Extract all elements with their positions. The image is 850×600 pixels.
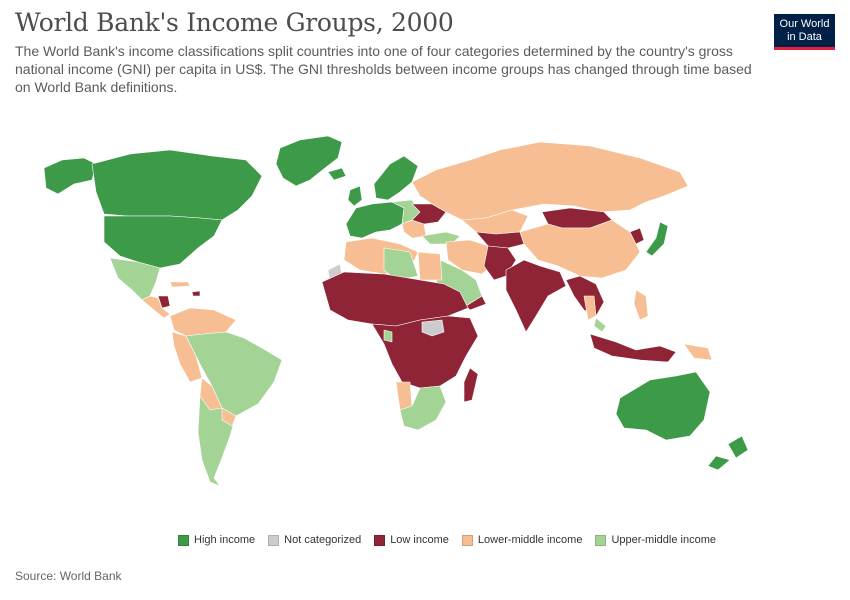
country-malaysia[interactable]: [593, 317, 607, 333]
country-new-zealand-south[interactable]: [707, 455, 731, 471]
country-sudan-gap[interactable]: [421, 319, 445, 337]
country-greenland[interactable]: [275, 135, 343, 187]
country-thailand[interactable]: [583, 295, 597, 321]
country-russia[interactable]: [411, 141, 689, 221]
country-australia[interactable]: [615, 371, 711, 441]
legend: High income Not categorized Low income L…: [178, 534, 729, 546]
country-japan[interactable]: [645, 221, 669, 257]
legend-label-lower-middle: Lower-middle income: [477, 534, 583, 546]
country-canada[interactable]: [91, 149, 263, 221]
country-yemen[interactable]: [465, 295, 487, 311]
country-new-zealand[interactable]: [727, 435, 749, 459]
country-north-korea[interactable]: [629, 227, 645, 245]
country-sahel-west-africa[interactable]: [321, 271, 469, 327]
legend-item-high[interactable]: High income: [178, 534, 255, 546]
country-alaska[interactable]: [43, 157, 97, 195]
source-note: Source: World Bank: [15, 569, 122, 583]
country-madagascar[interactable]: [463, 367, 479, 403]
legend-swatch-upper-middle: [595, 534, 607, 546]
logo-line-1: Our World: [779, 18, 830, 30]
country-namibia[interactable]: [395, 381, 413, 411]
country-gabon[interactable]: [383, 329, 393, 343]
legend-item-lower-middle[interactable]: Lower-middle income: [461, 534, 583, 546]
legend-label-high: High income: [194, 534, 256, 546]
logo-line-2: in Data: [787, 31, 822, 43]
country-scandinavia[interactable]: [373, 155, 419, 201]
owid-logo[interactable]: Our World in Data: [774, 14, 835, 50]
legend-label-not-categorized: Not categorized: [284, 534, 362, 546]
country-haiti[interactable]: [191, 290, 201, 297]
country-botswana-south-africa[interactable]: [399, 385, 447, 431]
country-iceland[interactable]: [327, 167, 347, 181]
country-indonesia[interactable]: [589, 333, 677, 363]
country-central-america[interactable]: [141, 295, 171, 319]
country-central-east-africa[interactable]: [371, 315, 479, 389]
country-uk[interactable]: [347, 185, 363, 207]
world-map: [43, 135, 749, 487]
legend-swatch-not-categorized: [268, 534, 280, 546]
country-turkey[interactable]: [421, 231, 461, 245]
country-western-europe[interactable]: [345, 201, 405, 239]
country-nicaragua-honduras[interactable]: [157, 295, 171, 309]
chart-title: World Bank's Income Groups, 2000: [15, 8, 454, 37]
country-cuba[interactable]: [169, 281, 191, 288]
legend-label-upper-middle: Upper-middle income: [611, 534, 716, 546]
country-paraguay[interactable]: [221, 407, 237, 427]
country-brazil[interactable]: [185, 331, 283, 417]
country-china[interactable]: [519, 219, 641, 279]
country-india[interactable]: [505, 259, 567, 333]
legend-item-low[interactable]: Low income: [374, 534, 449, 546]
legend-label-low: Low income: [390, 534, 449, 546]
country-egypt[interactable]: [417, 251, 443, 281]
country-usa[interactable]: [103, 215, 223, 269]
country-philippines[interactable]: [633, 289, 649, 321]
legend-swatch-high: [178, 534, 189, 546]
legend-item-upper-middle[interactable]: Upper-middle income: [595, 534, 716, 546]
legend-swatch-lower-middle: [461, 534, 473, 546]
chart-subtitle: The World Bank's income classifications …: [15, 43, 752, 95]
country-png[interactable]: [683, 343, 713, 361]
legend-item-not-categorized[interactable]: Not categorized: [268, 534, 361, 546]
legend-swatch-low: [374, 534, 386, 546]
